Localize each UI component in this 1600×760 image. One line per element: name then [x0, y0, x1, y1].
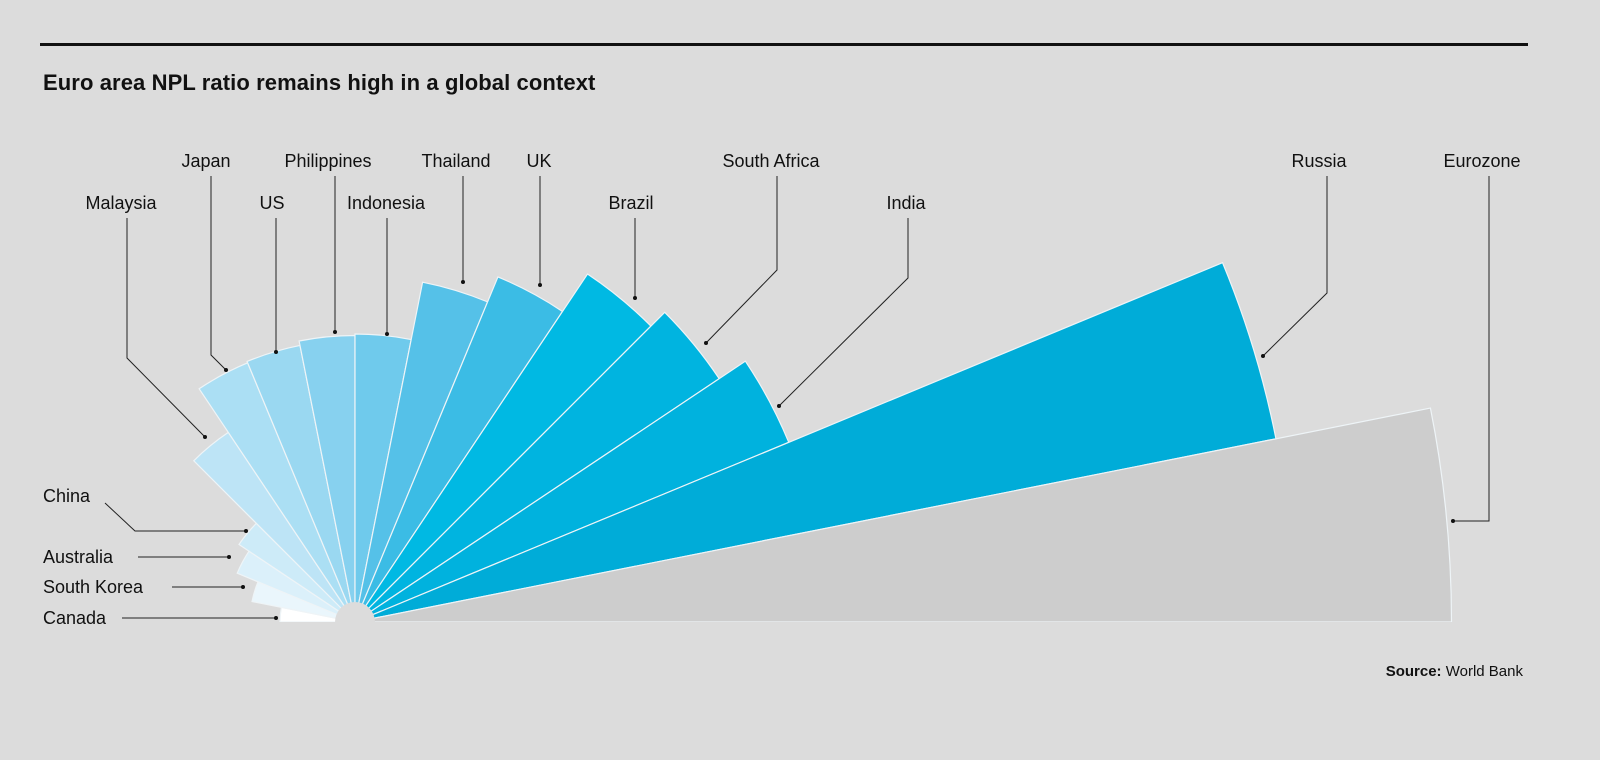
leader-line-russia — [1262, 176, 1328, 357]
leader-dot-uk — [538, 283, 542, 287]
label-south-korea: South Korea — [43, 577, 144, 597]
source-label: Source: — [1385, 663, 1442, 680]
leader-dot-brazil — [633, 296, 637, 300]
leader-dot-canada — [274, 616, 278, 620]
chart-title: Euro area NPL ratio remains high in a gl… — [43, 70, 596, 95]
leader-dot-philippines — [333, 330, 337, 334]
leader-dot-china — [244, 529, 248, 533]
leader-dot-eurozone — [1451, 519, 1455, 523]
label-russia: Russia — [1291, 151, 1347, 171]
leader-dot-australia — [227, 555, 231, 559]
leader-dot-us — [274, 350, 278, 354]
label-philippines: Philippines — [284, 151, 371, 171]
leader-line-malaysia — [126, 218, 206, 438]
leader-dot-south-korea — [241, 585, 245, 589]
leader-line-china — [104, 502, 246, 532]
baseline-mask — [0, 622, 1600, 628]
source-text: World Bank — [1445, 663, 1523, 680]
label-australia: Australia — [43, 547, 114, 567]
label-malaysia: Malaysia — [85, 193, 157, 213]
leader-dot-india — [777, 404, 781, 408]
label-japan: Japan — [181, 151, 230, 171]
leader-line-eurozone — [1453, 176, 1490, 522]
leader-dot-indonesia — [385, 332, 389, 336]
leader-dot-thailand — [461, 280, 465, 284]
label-south-africa: South Africa — [722, 151, 820, 171]
leader-dot-russia — [1261, 354, 1265, 358]
leader-dot-malaysia — [203, 435, 207, 439]
leader-line-south-africa — [705, 176, 778, 344]
source-note: Source: World Bank — [1386, 663, 1523, 680]
label-indonesia: Indonesia — [347, 193, 426, 213]
label-eurozone: Eurozone — [1443, 151, 1520, 171]
leader-line-japan — [210, 176, 227, 371]
leader-dot-south-africa — [704, 341, 708, 345]
top-rule — [40, 43, 1528, 46]
label-canada: Canada — [43, 608, 107, 628]
label-india: India — [886, 193, 926, 213]
leader-dot-japan — [224, 368, 228, 372]
label-uk: UK — [526, 151, 551, 171]
label-us: US — [259, 193, 284, 213]
label-brazil: Brazil — [608, 193, 653, 213]
leader-line-india — [778, 218, 909, 407]
label-thailand: Thailand — [421, 151, 490, 171]
wedge-eurozone — [354, 407, 1453, 623]
label-china: China — [43, 486, 91, 506]
